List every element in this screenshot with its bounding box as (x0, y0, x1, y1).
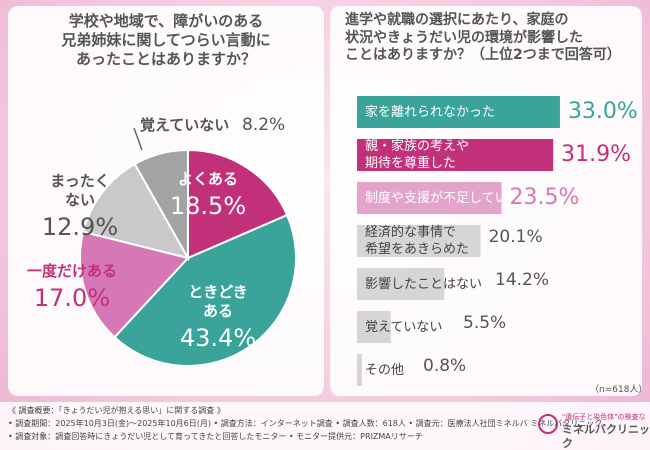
category-label: ときどき ある (188, 283, 248, 320)
pie-slice (133, 148, 189, 262)
value-label: 31.9% (561, 142, 632, 167)
category-label: 経済的な事情で 希望をあきらめた (365, 225, 470, 257)
category-label: よくある (177, 170, 238, 188)
pie-slice (113, 213, 297, 367)
chart-title: 学校や地域で、障がいのある 兄弟姉妹に関してつらい言動に あったことはありますか… (61, 12, 271, 68)
logo-icon (538, 414, 558, 434)
bar (357, 311, 391, 343)
footer-line: • 調査期間：2025年10月3日(金)～2025年10月6日(月) • 調査方… (8, 419, 603, 428)
pie-slice (82, 162, 191, 260)
bar (357, 354, 362, 386)
category-label: 制度や支援が不足していた (365, 190, 521, 206)
footer-panel (0, 402, 650, 450)
leader-line (133, 127, 143, 151)
value-label: 33.0% (567, 99, 638, 124)
category-label: 家を離れられなかった (365, 104, 496, 120)
category-label: 覚えていない (365, 319, 443, 335)
pie-slice (187, 148, 289, 260)
category-label: その他 (365, 362, 405, 378)
bar (357, 225, 481, 257)
category-label: 覚えていない (140, 116, 230, 134)
value-label: 14.2% (495, 270, 550, 290)
logo-tagline: "遺伝子と染色体"の検査なら (562, 413, 646, 430)
footer-line: • 調査対象：調査回答時にきょうだい児として育ってきたと回答したモニター • モ… (8, 432, 423, 441)
logo-name: ミネルバクリニック (562, 423, 650, 450)
bar (357, 268, 445, 300)
value-label: 8.2% (242, 115, 286, 135)
category-label: 一度だけある (26, 262, 117, 280)
category-label: 影響したことはない (365, 276, 483, 292)
chart-title: 進学や就職の選択にあたり、家庭の 状況やきょうだい児の環境が影響した ことはあり… (345, 12, 621, 63)
bar (357, 139, 554, 171)
category-label: 親・家族の考えや 期待を尊重した (365, 139, 470, 171)
value-label: 20.1% (488, 227, 543, 247)
value-label: 23.5% (509, 185, 580, 210)
note: （n=618人） (590, 385, 648, 395)
pie-slice (79, 230, 190, 339)
value-label: 12.9% (41, 213, 119, 241)
bar (357, 182, 502, 214)
value-label: 17.0% (33, 284, 111, 312)
footer-line: 《 調査概要：「きょうだい児が抱える思い」に関する調査 》 (8, 406, 225, 415)
bar (357, 96, 560, 128)
value-label: 0.8% (423, 356, 467, 376)
category-label: まったく ない (50, 172, 110, 209)
value-label: 18.5% (169, 192, 247, 220)
value-label: 43.4% (179, 324, 257, 352)
value-label: 5.5% (463, 313, 507, 333)
